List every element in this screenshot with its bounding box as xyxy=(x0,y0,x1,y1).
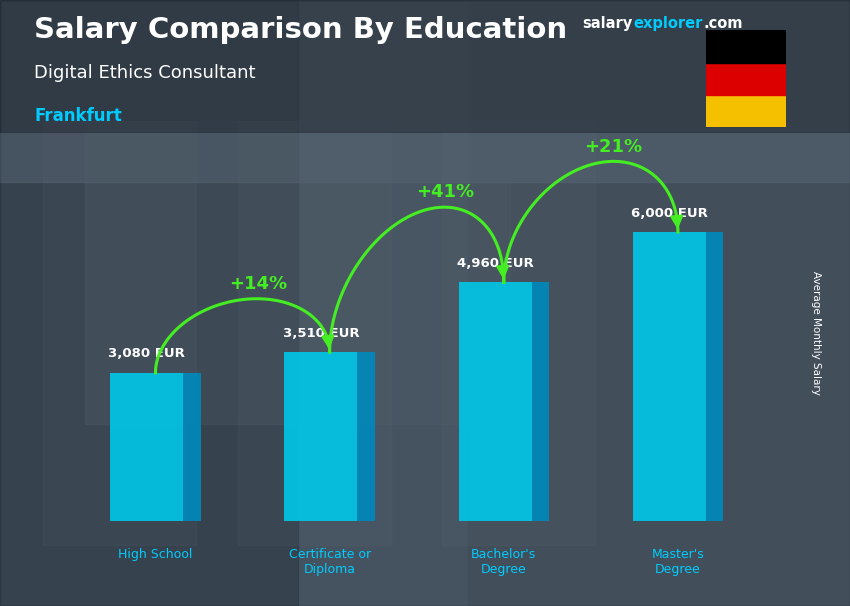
Text: Bachelor's
Degree: Bachelor's Degree xyxy=(471,548,536,576)
Text: Salary Comparison By Education: Salary Comparison By Education xyxy=(34,16,567,44)
Bar xyxy=(706,62,786,95)
Text: .com: .com xyxy=(704,16,743,31)
Bar xyxy=(85,121,510,424)
Bar xyxy=(0,0,298,606)
Bar xyxy=(468,0,850,606)
Bar xyxy=(110,373,184,521)
Text: Frankfurt: Frankfurt xyxy=(34,107,122,125)
Text: salary: salary xyxy=(582,16,632,31)
Bar xyxy=(0,0,850,182)
Text: Average Monthly Salary: Average Monthly Salary xyxy=(811,271,821,395)
Polygon shape xyxy=(184,373,201,521)
Polygon shape xyxy=(531,282,549,521)
Bar xyxy=(706,30,786,62)
Polygon shape xyxy=(706,232,723,521)
Text: Master's
Degree: Master's Degree xyxy=(652,548,705,576)
Text: 3,080 EUR: 3,080 EUR xyxy=(108,347,185,361)
Text: 3,510 EUR: 3,510 EUR xyxy=(282,327,360,339)
Text: +14%: +14% xyxy=(229,275,287,293)
Text: explorer: explorer xyxy=(633,16,703,31)
Text: Digital Ethics Consultant: Digital Ethics Consultant xyxy=(34,64,256,82)
Text: 4,960 EUR: 4,960 EUR xyxy=(456,257,534,270)
Text: High School: High School xyxy=(118,548,193,561)
Text: +21%: +21% xyxy=(584,138,642,156)
Text: Certificate or
Diploma: Certificate or Diploma xyxy=(288,548,371,576)
Bar xyxy=(42,121,196,545)
Text: 6,000 EUR: 6,000 EUR xyxy=(631,207,708,219)
Text: +41%: +41% xyxy=(416,184,474,201)
Bar xyxy=(632,232,706,521)
Polygon shape xyxy=(358,352,375,521)
Bar xyxy=(458,282,531,521)
Bar xyxy=(285,352,358,521)
Bar xyxy=(238,121,391,545)
Bar xyxy=(706,95,786,127)
Bar xyxy=(442,121,595,545)
